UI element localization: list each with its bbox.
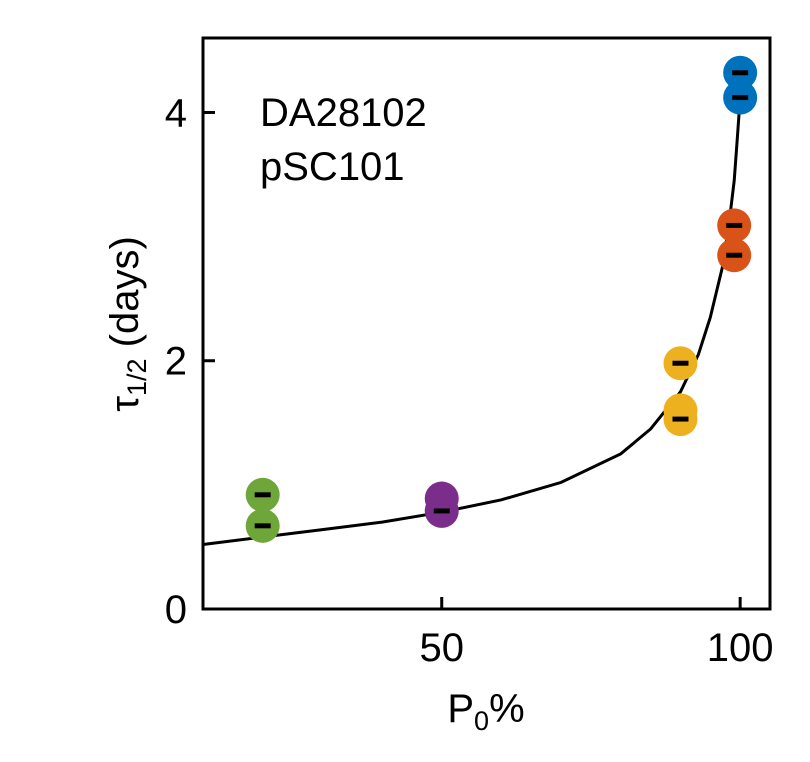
- annotation-line-1: DA28102: [260, 91, 427, 135]
- x-axis-title-main: P: [447, 687, 474, 731]
- y-tick-label: 2: [165, 340, 187, 384]
- error-bar: [726, 222, 743, 228]
- data-point: [245, 508, 280, 543]
- y-axis-title-main: τ: [103, 396, 147, 412]
- error-bar: [732, 70, 749, 76]
- error-bar: [672, 416, 689, 422]
- x-axis-title-subscript: 0: [474, 706, 489, 736]
- data-point: [663, 402, 698, 437]
- x-axis-title: P0%: [447, 687, 524, 736]
- error-bar: [254, 523, 271, 529]
- x-axis-ticks: 50 100: [419, 597, 774, 670]
- x-tick-label: 100: [707, 626, 774, 670]
- data-point: [663, 346, 698, 381]
- data-points: [245, 55, 758, 543]
- y-axis-title-subscript: 1/2: [122, 358, 152, 396]
- data-point: [717, 238, 752, 273]
- annotation-line-2: pSC101: [260, 145, 405, 189]
- y-axis-title: τ1/2 (days): [103, 236, 152, 412]
- data-point: [424, 493, 459, 528]
- y-tick-label: 4: [165, 91, 187, 135]
- y-axis-ticks: 0 2 4: [165, 91, 215, 632]
- error-bar: [726, 252, 743, 258]
- data-point: [245, 477, 280, 512]
- x-axis-title-suffix: %: [489, 687, 525, 731]
- data-point: [723, 80, 758, 115]
- plot-frame: [201, 36, 772, 611]
- data-point: [723, 55, 758, 90]
- error-bar: [433, 508, 450, 514]
- error-bar: [672, 360, 689, 366]
- error-bar: [732, 95, 749, 101]
- y-tick-label: 0: [165, 588, 187, 632]
- y-axis-title-suffix: (days): [103, 236, 147, 358]
- data-point: [717, 208, 752, 243]
- error-bar: [254, 492, 271, 498]
- x-tick-label: 50: [419, 626, 464, 670]
